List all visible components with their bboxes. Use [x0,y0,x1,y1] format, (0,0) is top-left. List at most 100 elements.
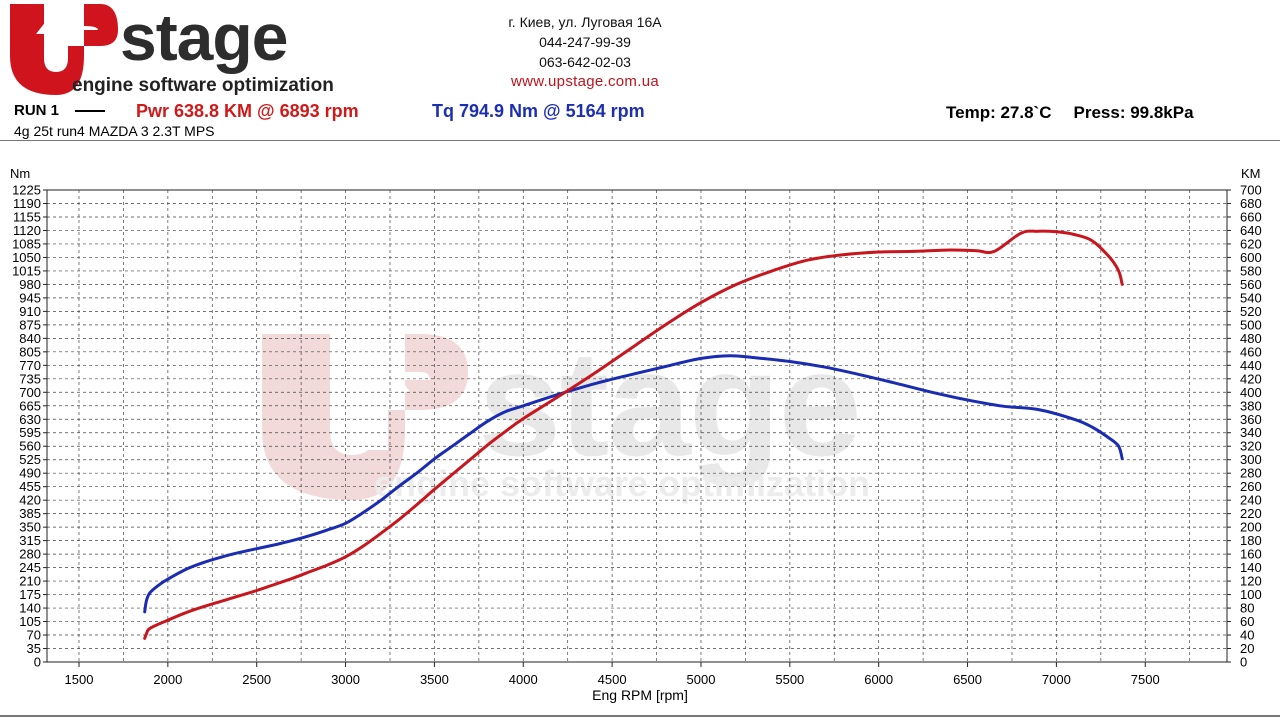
chart-series [143,229,1124,640]
y-left-tick-label: 245 [19,560,41,575]
plot-border [46,189,1228,663]
y-left-tick-label: 1050 [12,250,41,265]
y-left-tick-label: 910 [19,304,41,319]
y-left-tick-label: 630 [19,412,41,427]
y-right-tick-label: 500 [1240,317,1262,332]
y-right-axis-label: KM [1241,166,1261,181]
y-left-tick-label: 0 [34,655,41,670]
y-left-tick-label: 1225 [12,183,41,198]
chart-axes: 0357010514017521024528031535038542045549… [12,183,1262,688]
x-tick-label: 7500 [1131,672,1160,687]
y-right-tick-label: 680 [1240,196,1262,211]
y-right-tick-label: 600 [1240,250,1262,265]
y-right-tick-label: 0 [1240,655,1247,670]
x-axis-label: Eng RPM [rpm] [592,687,688,703]
y-left-tick-label: 595 [19,425,41,440]
run-label: RUN 1 [14,102,60,119]
y-right-tick-label: 180 [1240,533,1262,548]
y-right-tick-label: 540 [1240,290,1262,305]
y-left-tick-label: 385 [19,506,41,521]
y-right-tick-label: 100 [1240,587,1262,602]
y-right-tick-label: 120 [1240,574,1262,589]
run-subtitle: 4g 25t run4 MAZDA 3 2.3T MPS [14,123,215,139]
watermark-logo: stage engine software optimization [262,319,870,504]
y-left-tick-label: 770 [19,358,41,373]
y-left-tick-label: 105 [19,614,41,629]
y-left-tick-label: 560 [19,439,41,454]
y-right-tick-label: 300 [1240,452,1262,467]
y-left-tick-label: 350 [19,520,41,535]
x-tick-label: 5500 [775,672,804,687]
y-right-tick-label: 40 [1240,628,1254,643]
y-left-tick-label: 1015 [12,263,41,278]
watermark-u-letter [262,334,468,500]
torque-summary: Tq 794.9 Nm @ 5164 rpm [432,101,645,121]
y-left-tick-label: 455 [19,479,41,494]
power-summary: Pwr 638.8 KM @ 6893 rpm [136,101,359,121]
y-right-tick-label: 240 [1240,493,1262,508]
series-line-tq [143,354,1124,614]
y-left-tick-label: 700 [19,385,41,400]
pressure: Press: 99.8kPa [1073,103,1194,122]
y-right-tick-label: 380 [1240,398,1262,413]
run-line-swatch [75,110,106,113]
y-left-tick-label: 70 [27,628,41,643]
y-left-tick-label: 1190 [13,196,41,211]
conditions: Temp: 27.8`C Press: 99.8kPa [946,103,1216,123]
y-left-axis-label: Nm [10,166,30,181]
logo-u-letter [10,4,118,95]
address: г. Киев, ул. Луговая 16А [508,14,662,30]
y-right-tick-label: 420 [1240,371,1262,386]
y-right-tick-label: 20 [1240,641,1254,656]
watermark-brand: stage [478,319,860,487]
y-left-tick-label: 280 [19,547,41,562]
y-left-tick-label: 315 [19,533,41,548]
y-left-tick-label: 490 [19,466,41,481]
y-right-tick-label: 440 [1240,358,1262,373]
chart-grid [47,190,1227,662]
y-right-tick-label: 400 [1240,385,1262,400]
x-tick-label: 4500 [598,672,627,687]
y-left-tick-label: 840 [19,331,41,346]
y-right-tick-label: 160 [1240,547,1262,562]
watermark-arrow [334,340,410,450]
y-left-tick-label: 735 [19,371,41,386]
logo-up-arrow [36,6,80,62]
temperature: Temp: 27.8`C [946,103,1052,122]
logo-tagline: engine software optimization [72,75,334,96]
x-tick-label: 6000 [864,672,893,687]
x-tick-label: 4000 [509,672,538,687]
y-right-tick-label: 260 [1240,479,1262,494]
y-right-tick-label: 460 [1240,344,1262,359]
y-right-tick-label: 140 [1240,560,1262,575]
y-right-tick-label: 480 [1240,331,1262,346]
y-left-tick-label: 1120 [13,223,41,238]
y-right-tick-label: 340 [1240,425,1262,440]
y-right-tick-label: 620 [1240,236,1262,251]
phone-2: 063-642-02-03 [539,54,631,70]
x-tick-label: 3500 [420,672,449,687]
x-tick-label: 3000 [331,672,360,687]
upstage-logo: stage engine software optimization [10,0,334,96]
series-line-pwr [143,229,1124,640]
y-left-tick-label: 805 [19,344,41,359]
x-tick-label: 2000 [153,672,182,687]
y-right-tick-label: 640 [1240,223,1262,238]
x-tick-label: 6500 [953,672,982,687]
y-left-tick-label: 35 [27,641,41,656]
y-left-tick-label: 525 [19,452,41,467]
contacts-block: г. Киев, ул. Луговая 16А 044-247-99-39 0… [430,12,740,92]
chart-frame [0,140,1280,717]
y-right-tick-label: 60 [1240,614,1254,629]
y-left-tick-label: 875 [19,317,41,332]
website-link[interactable]: www.upstage.com.ua [511,73,659,90]
run-label-row: RUN 1 [14,102,115,119]
watermark-tagline: engine software optimization [374,463,870,504]
x-tick-label: 5000 [687,672,716,687]
y-right-tick-label: 320 [1240,439,1262,454]
y-left-tick-label: 420 [19,493,41,508]
y-right-tick-label: 80 [1240,601,1254,616]
y-left-tick-label: 140 [19,601,41,616]
y-left-tick-label: 210 [19,574,41,589]
